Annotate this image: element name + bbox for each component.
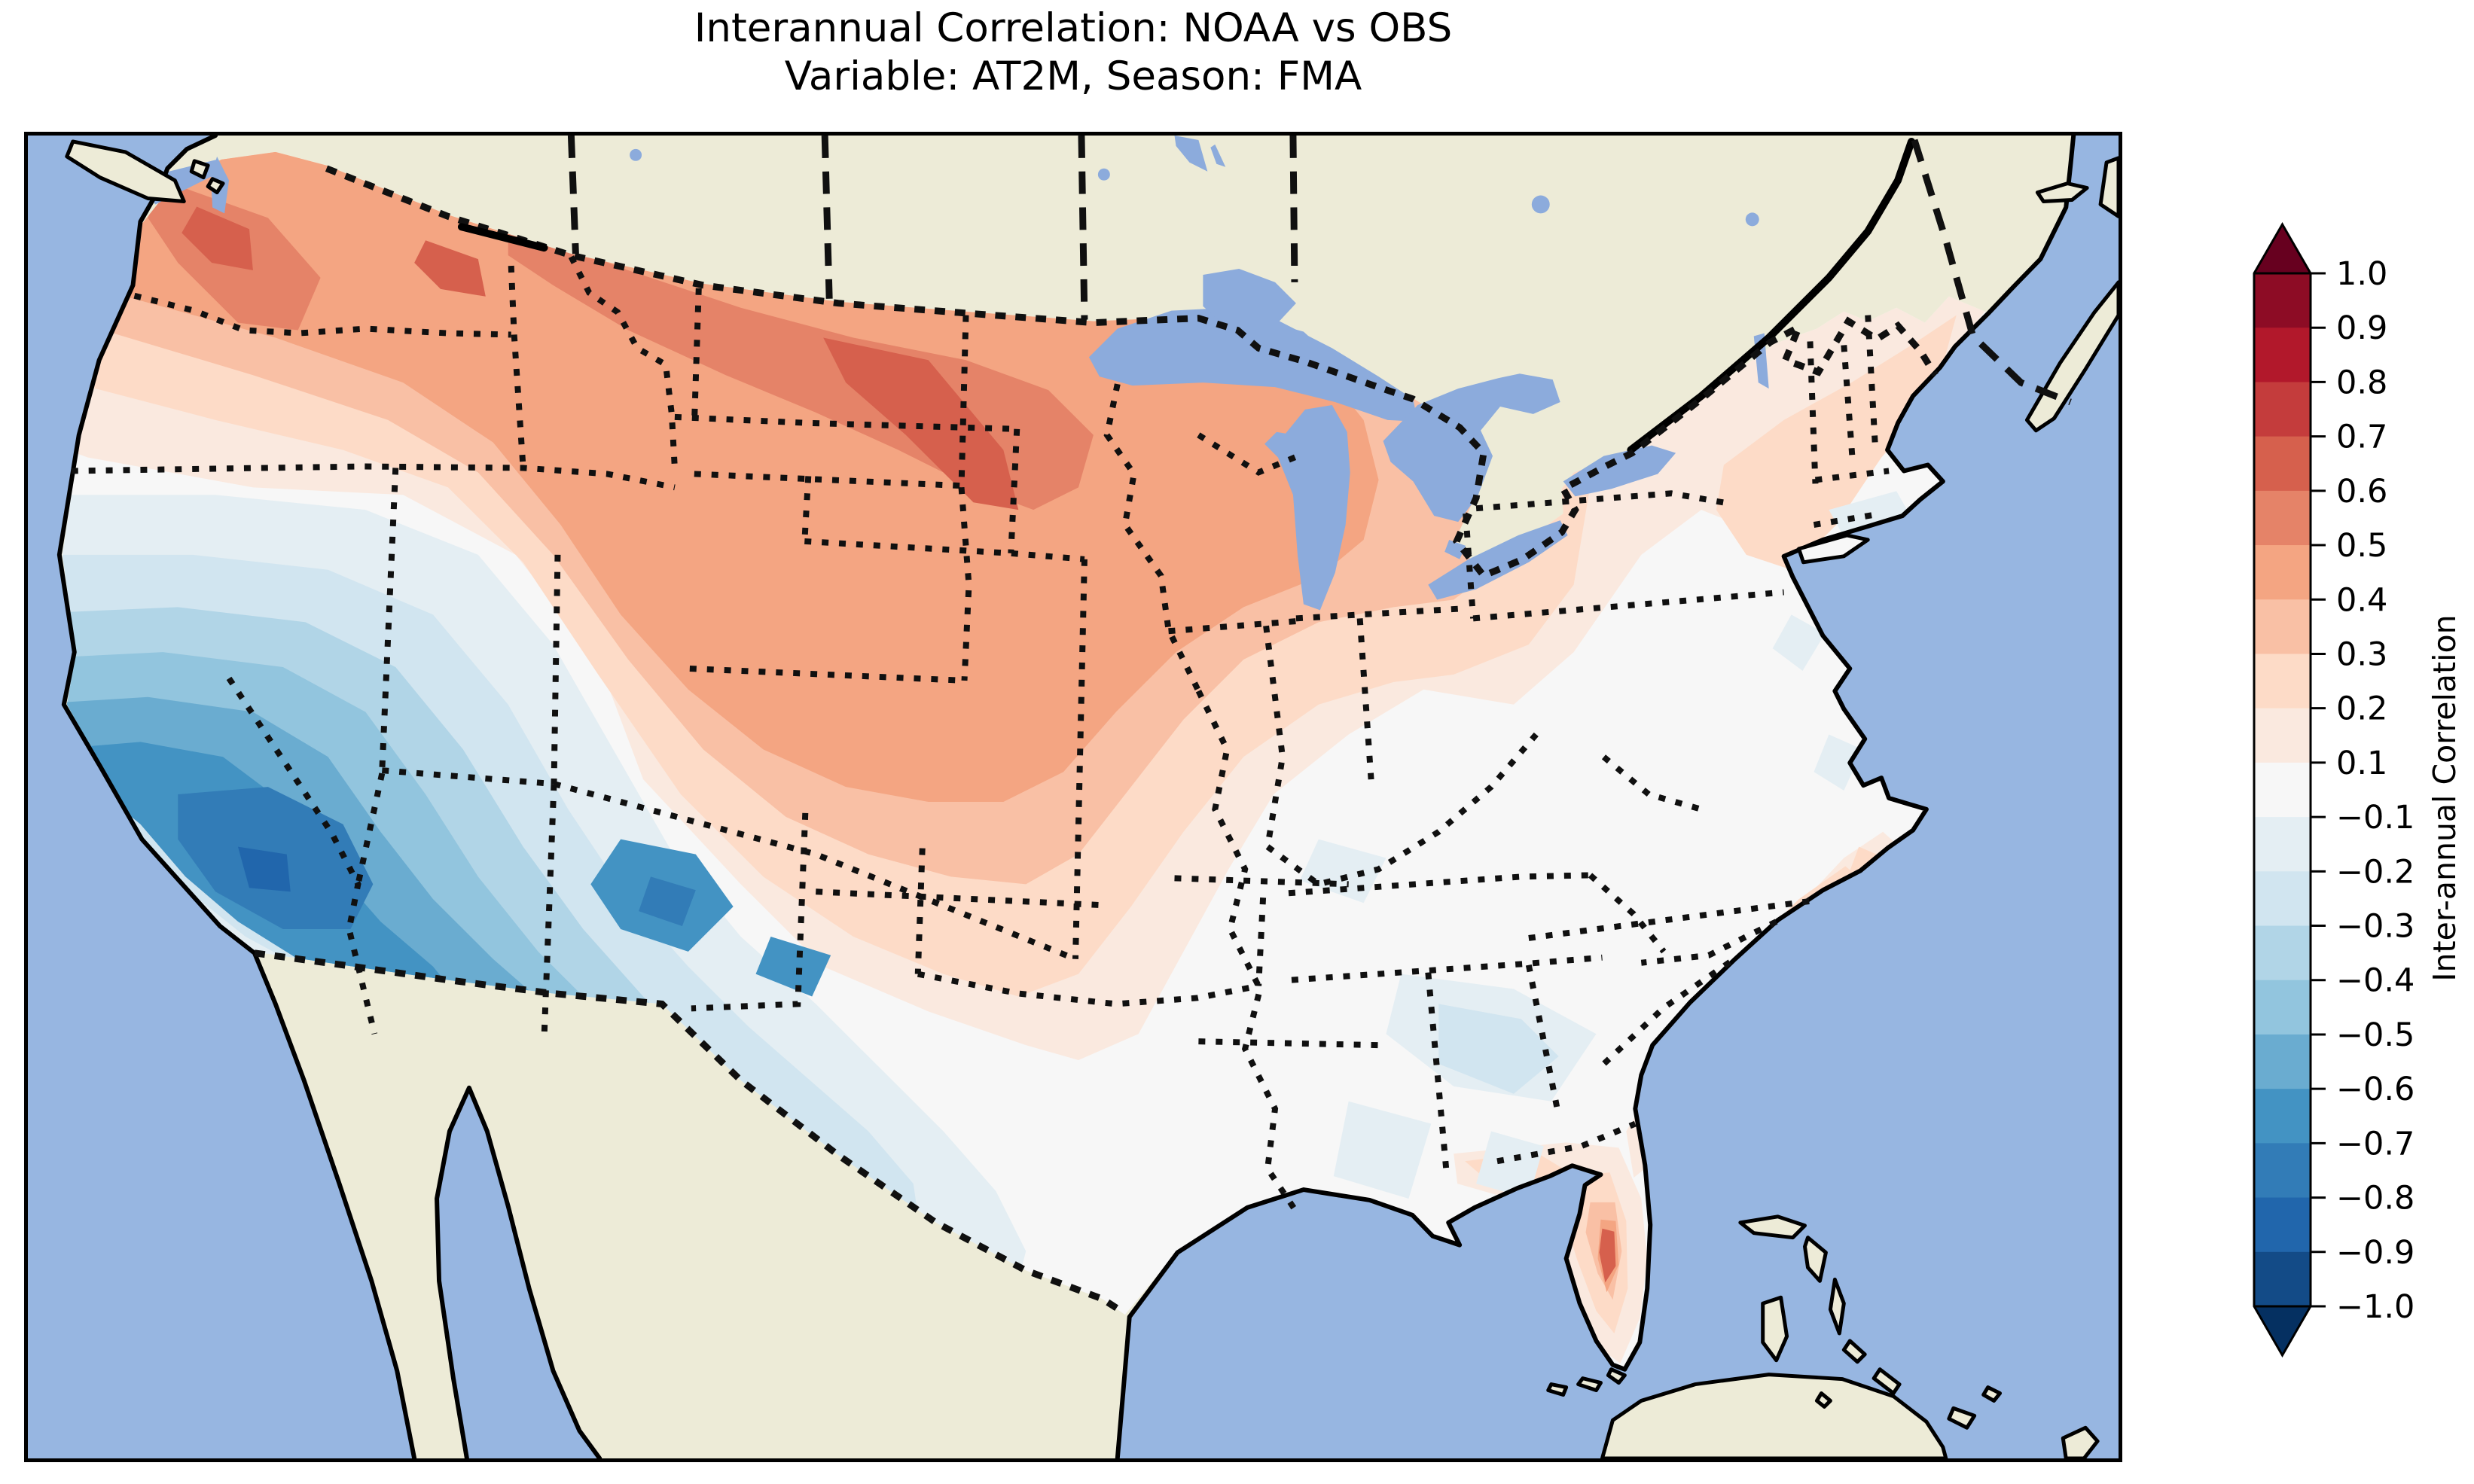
colorbar-axis-label: Inter-annual Correlation <box>2427 614 2463 981</box>
title-line-2: Variable: AT2M, Season: FMA <box>24 53 2122 101</box>
colorbar-band <box>2254 599 2311 654</box>
colorbar-tick-label: −0.6 <box>2336 1071 2415 1108</box>
title-line-1: Interannual Correlation: NOAA vs OBS <box>24 5 2122 53</box>
colorbar-tick-label: 0.1 <box>2336 745 2387 782</box>
map-svg <box>28 136 2119 1458</box>
colorbar-band <box>2254 980 2311 1035</box>
colorbar-band <box>2254 1089 2311 1144</box>
colorbar-tick-label: −0.2 <box>2336 853 2415 891</box>
map-plot-area <box>24 132 2122 1462</box>
colorbar-tick-label: −0.3 <box>2336 908 2415 946</box>
colorbar-tick-label: −0.4 <box>2336 962 2415 1000</box>
colorbar-tick-label: 0.8 <box>2336 364 2387 401</box>
colorbar-tick-label: 1.0 <box>2336 255 2387 293</box>
colorbar-band <box>2254 382 2311 437</box>
colorbar-ticks: 1.0 0.9 0.8 0.7 0.6 0.5 0.4 0.3 0.2 0.1 −0.1 −0.2 −0… <box>2311 255 2415 1326</box>
figure-canvas: { "title": { "line1": "Interannual Corre… <box>0 0 2474 1484</box>
colorbar-tick-label: −1.0 <box>2336 1288 2415 1326</box>
colorbar-bands <box>2254 273 2311 1307</box>
colorbar-band <box>2254 273 2311 328</box>
colorbar-extend-max-arrow <box>2254 224 2311 273</box>
colorbar-band <box>2254 763 2311 818</box>
colorbar-band <box>2254 1252 2311 1307</box>
colorbar-tick-label: −0.8 <box>2336 1180 2415 1217</box>
colorbar-tick-label: −0.7 <box>2336 1125 2415 1163</box>
colorbar-band <box>2254 437 2311 492</box>
colorbar-band <box>2254 1143 2311 1198</box>
canada-small-lake-3 <box>1746 212 1759 226</box>
colorbar-tick-label: 0.6 <box>2336 473 2387 510</box>
colorbar-tick-label: 0.4 <box>2336 581 2387 619</box>
colorbar-band <box>2254 817 2311 872</box>
colorbar: 1.0 0.9 0.8 0.7 0.6 0.5 0.4 0.3 0.2 0.1 −0.1 −0.2 −0… <box>2229 215 2474 1389</box>
canada-small-lake-4 <box>1098 169 1110 181</box>
colorbar-band <box>2254 545 2311 600</box>
colorbar-band <box>2254 871 2311 926</box>
colorbar-tick-label: 0.3 <box>2336 635 2387 673</box>
figure-title: Interannual Correlation: NOAA vs OBS Var… <box>24 5 2122 101</box>
colorbar-band <box>2254 491 2311 546</box>
colorbar-extend-min-arrow <box>2254 1306 2311 1355</box>
colorbar-band <box>2254 1198 2311 1253</box>
colorbar-tick-label: 0.5 <box>2336 527 2387 565</box>
colorbar-tick-label: −0.9 <box>2336 1234 2415 1272</box>
colorbar-tick-label: 0.9 <box>2336 309 2387 347</box>
colorbar-band <box>2254 1035 2311 1089</box>
colorbar-tick-label: 0.7 <box>2336 419 2387 456</box>
colorbar-tick-label: −0.1 <box>2336 799 2415 836</box>
colorbar-band <box>2254 654 2311 708</box>
canada-small-lake-2 <box>1532 196 1550 214</box>
colorbar-band <box>2254 328 2311 382</box>
canada-small-lake-5 <box>630 149 642 161</box>
colorbar-band <box>2254 708 2311 763</box>
colorbar-band <box>2254 926 2311 981</box>
colorbar-tick-label: 0.2 <box>2336 690 2387 728</box>
colorbar-tick-label: −0.5 <box>2336 1016 2415 1054</box>
mb-on-border <box>1293 136 1295 282</box>
